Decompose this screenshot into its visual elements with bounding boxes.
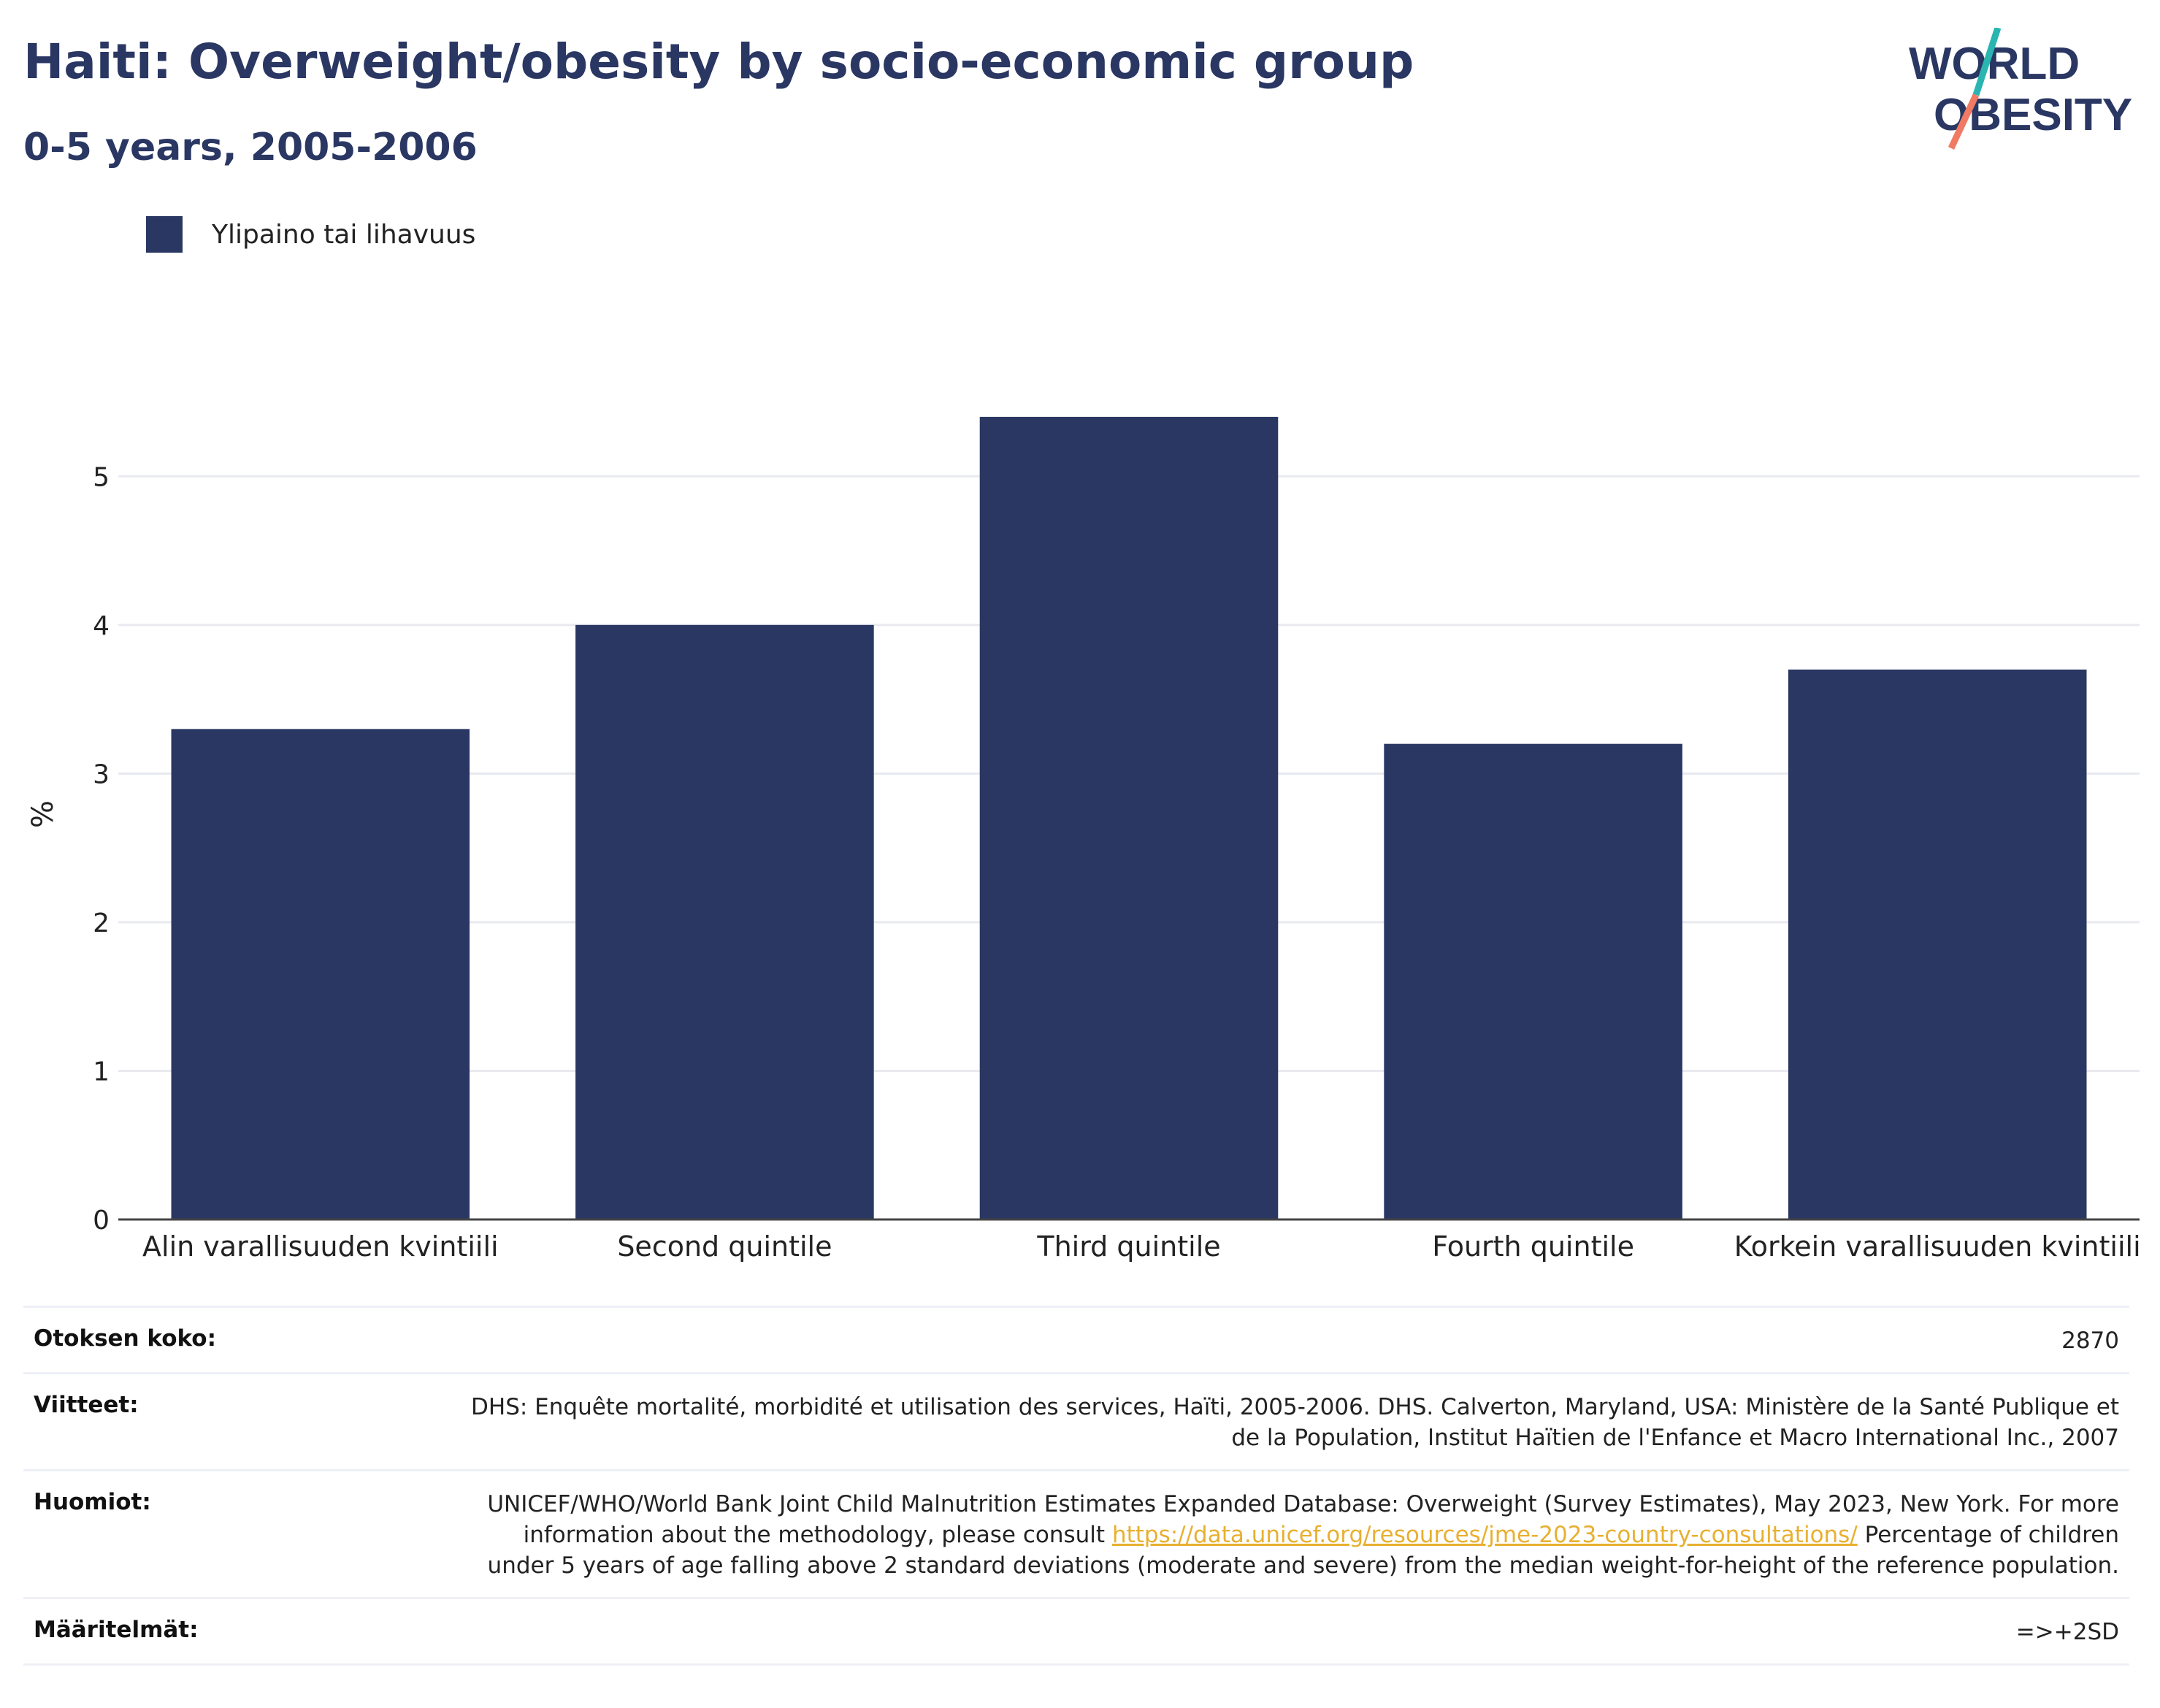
y-tick-label: 2 <box>93 908 110 938</box>
logo-slash-coral <box>1948 93 1980 150</box>
x-tick-label: Second quintile <box>617 1230 832 1263</box>
y-tick-label: 1 <box>93 1057 110 1087</box>
chart-legend[interactable]: Ylipaino tai lihavuus <box>146 216 475 253</box>
definitions-label: Määritelmät: <box>34 1617 199 1643</box>
bar-chart: 0 1 2 3 4 5% Alin varallisuuden kvintiili Secon… <box>26 416 2141 1263</box>
info-row-references: Viitteet: DHS: Enquête mortalité, morbid… <box>23 1372 2129 1469</box>
y-tick-label: 5 <box>93 462 110 492</box>
logo-slash-teal <box>1972 28 2002 96</box>
x-tick-label: Alin varallisuuden kvintiili <box>142 1230 499 1263</box>
bar <box>979 416 1279 1219</box>
notes-link[interactable]: https://data.unicef.org/resources/jme-20… <box>1111 1522 1858 1548</box>
y-tick-label: 0 <box>93 1206 110 1236</box>
bar <box>171 729 470 1219</box>
notes-label: Huomiot: <box>34 1489 151 1515</box>
y-axis-label: % <box>26 800 60 828</box>
x-tick-label: Third quintile <box>1036 1230 1220 1263</box>
sample-size-value: 2870 <box>2061 1328 2119 1354</box>
sample-size-label: Otoksen koko: <box>34 1325 216 1352</box>
y-tick-label: 4 <box>93 611 110 641</box>
info-row-sample-size: Otoksen koko: 2870 <box>23 1306 2129 1372</box>
bars <box>171 416 2087 1219</box>
y-tick-label: 3 <box>93 759 110 789</box>
axes: 0 1 2 3 4 5% Alin varallisuuden kvintiili Secon… <box>26 462 2141 1263</box>
info-row-definitions: Määritelmät: =>+2SD <box>23 1597 2129 1666</box>
chart-subtitle: 0-5 years, 2005-2006 <box>23 126 478 169</box>
references-label: Viitteet: <box>34 1392 139 1418</box>
chart-title: Haiti: Overweight/obesity by socio-econo… <box>23 34 1414 90</box>
references-value: DHS: Enquête mortalité, morbidité et uti… <box>471 1394 2119 1451</box>
x-tick-label: Korkein varallisuuden kvintiili <box>1734 1230 2141 1263</box>
world-obesity-logo: WORLD OBESITY <box>1909 28 2132 150</box>
notes-text-after: Percentage of children under 5 years of … <box>487 1522 2119 1579</box>
legend-label: Ylipaino tai lihavuus <box>212 219 476 250</box>
bar <box>1384 743 1682 1219</box>
notes-text-before: UNICEF/WHO/World Bank Joint Child Malnut… <box>487 1491 2119 1548</box>
definitions-value: =>+2SD <box>2015 1619 2119 1645</box>
info-table: Otoksen koko: 2870 Viitteet: DHS: Enquêt… <box>23 1306 2129 1666</box>
x-tick-label: Fourth quintile <box>1432 1230 1634 1263</box>
bar <box>575 624 874 1219</box>
bar <box>1788 669 2087 1219</box>
notes-value: UNICEF/WHO/World Bank Joint Child Malnut… <box>23 1471 2129 1597</box>
legend-swatch <box>146 216 183 253</box>
info-row-notes: Huomiot: UNICEF/WHO/World Bank Joint Chi… <box>23 1469 2129 1597</box>
